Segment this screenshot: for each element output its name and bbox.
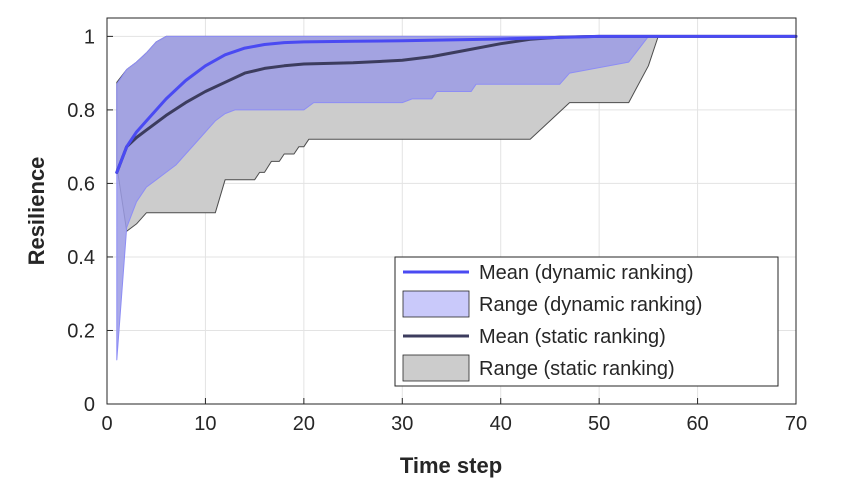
plot-frame bbox=[106, 17, 797, 405]
x-axis-label: Time step bbox=[400, 453, 502, 478]
legend-label-mean-static: Mean (static ranking) bbox=[479, 326, 666, 348]
x-tick-label: 70 bbox=[785, 413, 807, 435]
x-tick-label: 10 bbox=[194, 413, 216, 435]
line-mean-static-ranking bbox=[115, 34, 798, 174]
legend-swatch-range-static bbox=[402, 354, 470, 382]
y-tick-label: 0 bbox=[84, 394, 95, 416]
legend-label-mean-dynamic: Mean (dynamic ranking) bbox=[479, 262, 694, 284]
x-ticks: 0 10 20 30 40 50 60 70 bbox=[101, 398, 807, 435]
y-tick-label: 0.8 bbox=[67, 100, 95, 122]
x-tick-label: 40 bbox=[490, 413, 512, 435]
y-tick-label: 0.6 bbox=[67, 173, 95, 195]
y-tick-label: 0.4 bbox=[67, 247, 95, 269]
x-tick-label: 60 bbox=[686, 413, 708, 435]
legend-label-range-static: Range (static ranking) bbox=[479, 358, 675, 380]
x-tick-label: 0 bbox=[101, 413, 112, 435]
y-tick-label: 1 bbox=[84, 26, 95, 48]
legend-label-range-dynamic: Range (dynamic ranking) bbox=[479, 294, 702, 316]
range-bands bbox=[116, 35, 797, 361]
band-range-dynamic-ranking bbox=[116, 35, 649, 361]
x-tick-label: 20 bbox=[293, 413, 315, 435]
legend: Mean (dynamic ranking) Range (dynamic ra… bbox=[394, 256, 779, 387]
y-axis-label: Resilience bbox=[24, 157, 49, 266]
x-tick-label: 30 bbox=[391, 413, 413, 435]
mean-lines bbox=[115, 34, 798, 174]
y-ticks: 0 0.2 0.4 0.6 0.8 1 bbox=[67, 26, 113, 416]
legend-swatch-range-dynamic bbox=[402, 290, 470, 318]
x-tick-label: 50 bbox=[588, 413, 610, 435]
y-tick-label: 0.2 bbox=[67, 320, 95, 342]
line-mean-dynamic-ranking bbox=[115, 34, 798, 174]
